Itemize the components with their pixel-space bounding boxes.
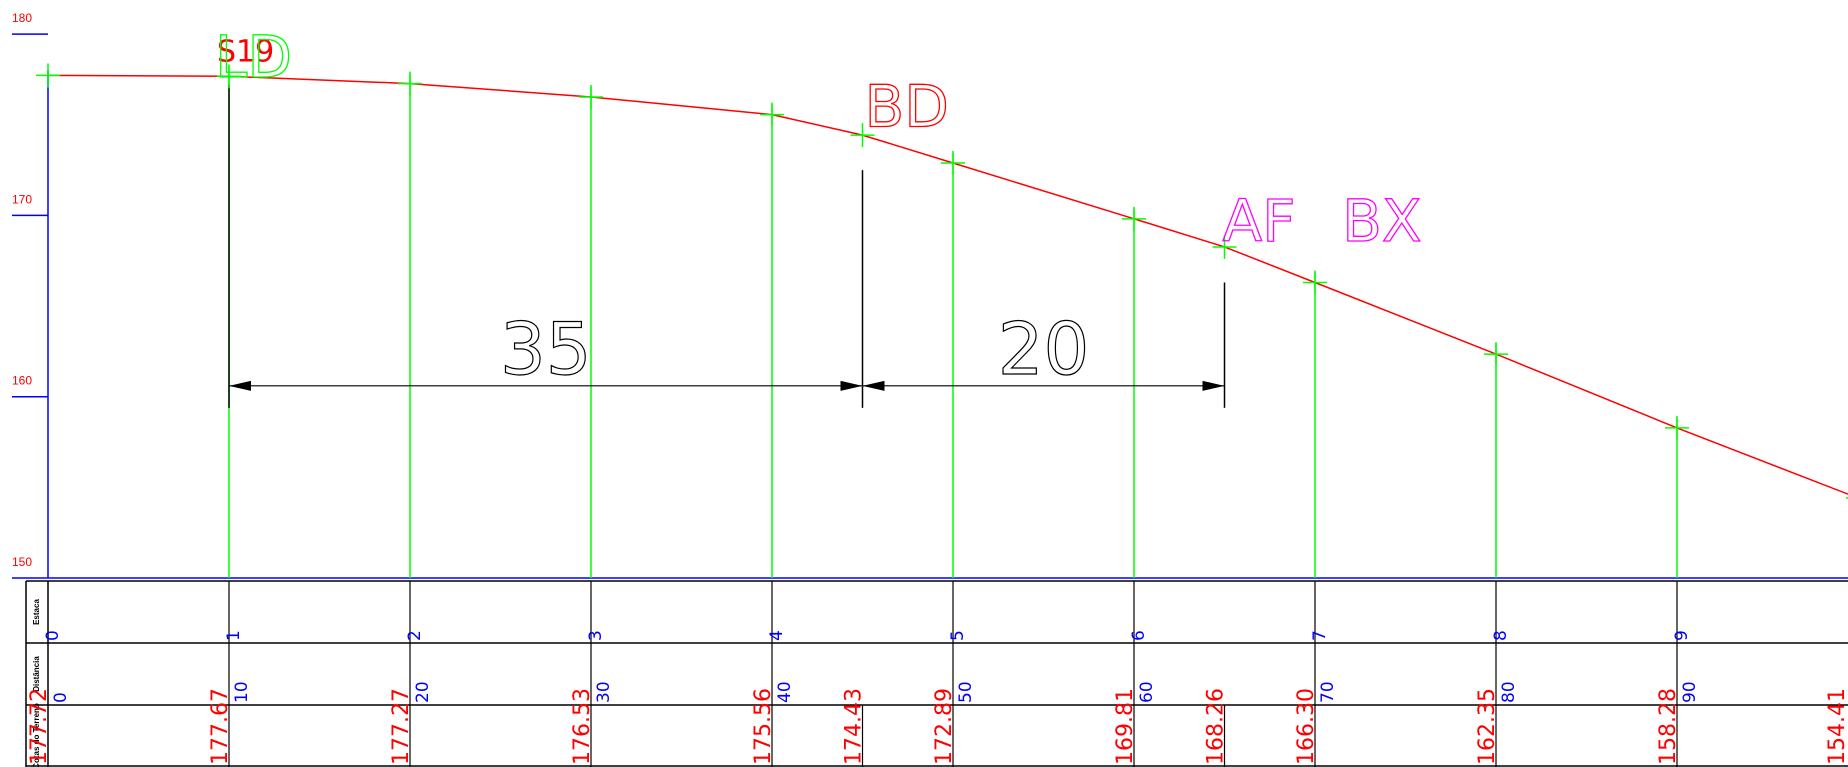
cota-value: 174.43 [842, 688, 867, 765]
estaca-number: 1 [224, 630, 244, 641]
dimension-value: 20 [998, 307, 1090, 391]
cota-value: 162.35 [1475, 688, 1500, 765]
point-label-af: AF [1223, 187, 1296, 255]
estaca-number: 3 [586, 630, 606, 641]
dimension-arrowhead [862, 380, 885, 391]
y-tick-label: 150 [12, 555, 32, 569]
distance-value: 0 [51, 692, 71, 703]
cota-value: 177.72 [27, 688, 52, 765]
distance-value: 70 [1318, 681, 1338, 703]
dimension-arrowhead [840, 380, 863, 391]
estaca-number: 2 [405, 630, 425, 641]
cota-value: 176.53 [570, 688, 595, 765]
point-label-bd: BD [865, 73, 949, 141]
point-label-bx: BX [1342, 187, 1422, 255]
estaca-number: 5 [948, 630, 968, 641]
estaca-number: 7 [1310, 630, 1330, 641]
y-tick-label: 170 [12, 192, 32, 206]
distance-value: 50 [956, 681, 976, 703]
table-row-label: Estaca [32, 599, 41, 625]
distance-value: 80 [1499, 681, 1519, 703]
cota-value: 168.26 [1204, 688, 1229, 765]
estaca-number: 8 [1491, 630, 1511, 641]
y-tick-label: 160 [12, 374, 32, 388]
cota-value: 177.67 [208, 688, 233, 765]
table-row-label: Cotas do Terreno [32, 703, 41, 767]
y-tick-label: 180 [12, 11, 32, 25]
distance-value: 60 [1137, 681, 1157, 703]
cota-value: 154.41 [1825, 688, 1848, 765]
cota-value: 169.81 [1113, 688, 1138, 765]
point-label-ld: LD [215, 23, 292, 91]
distance-value: 10 [232, 681, 252, 703]
cota-value: 177.27 [389, 688, 414, 765]
distance-value: 40 [775, 681, 795, 703]
estaca-number: 4 [767, 630, 787, 641]
dimension-annotations: 35 20 [228, 84, 1226, 408]
dimension-arrowhead [1202, 380, 1225, 391]
cota-value: 166.30 [1294, 688, 1319, 765]
cota-value: 175.56 [751, 688, 776, 765]
profile-table: Estaca Distância Cotas do Terreno 0 1 2 3 4 5 6 7 8… [25, 580, 1848, 767]
distance-value: 90 [1680, 681, 1700, 703]
distance-value: 20 [413, 681, 433, 703]
terrain-profile-line [36, 63, 1848, 499]
dimension-arrowhead [229, 380, 251, 391]
estaca-number: 6 [1129, 630, 1149, 641]
cota-value: 172.89 [932, 688, 957, 765]
dimension-value: 35 [500, 307, 592, 391]
table-row-label: Distância [32, 656, 41, 692]
point-label-s19: S19 [217, 34, 274, 69]
station-lines [228, 66, 1678, 578]
estaca-number: 9 [1672, 630, 1692, 641]
elevation-axis: 150 160 170 180 [12, 11, 1848, 579]
cota-value: 158.28 [1656, 688, 1681, 765]
distance-value: 30 [594, 681, 614, 703]
estaca-number: 0 [43, 630, 63, 641]
